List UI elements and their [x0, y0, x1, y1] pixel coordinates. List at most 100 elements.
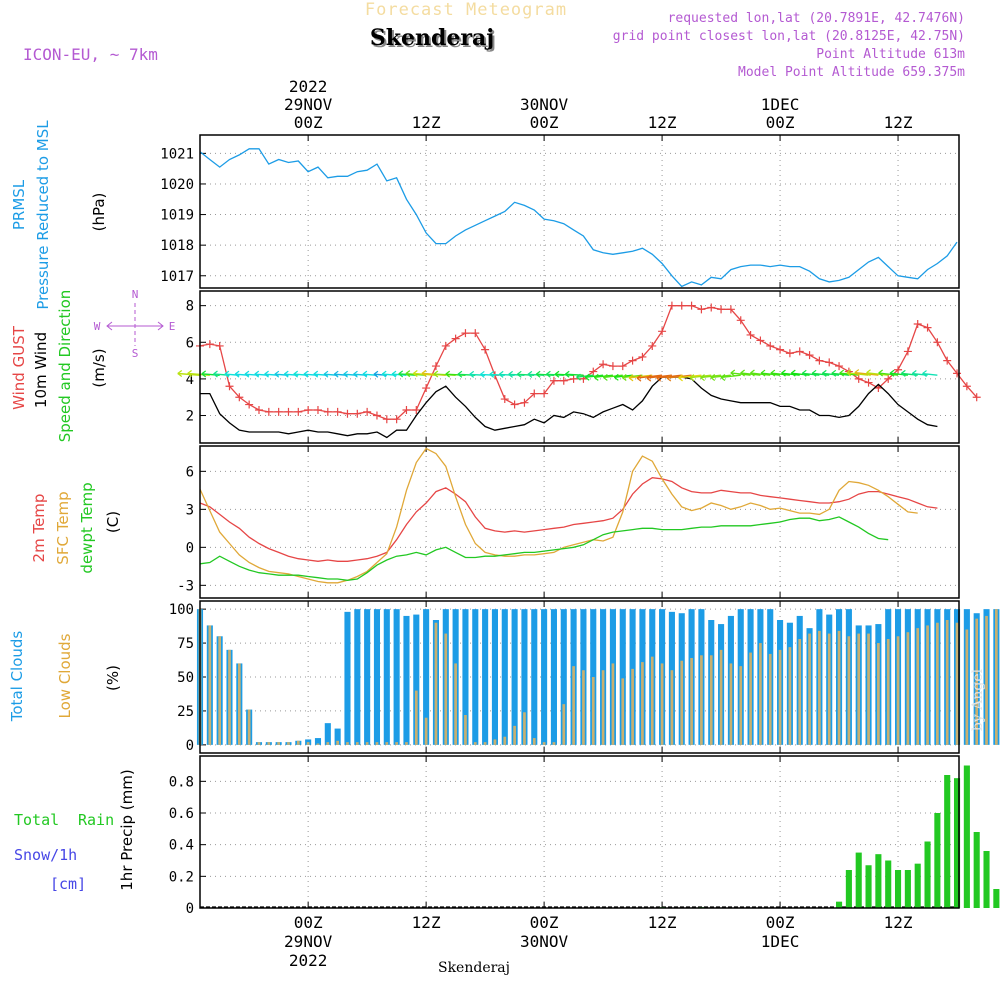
- requested-coords: requested lon,lat (20.7891E, 42.7476N): [668, 11, 965, 26]
- rain-bar: [904, 870, 911, 908]
- gust-point: [726, 305, 735, 314]
- wind-arrow-head: [421, 369, 427, 377]
- total-cloud-bar: [511, 609, 518, 745]
- wind-arrow-head: [457, 370, 463, 378]
- wind-arrow-head: [546, 370, 551, 378]
- wind-arrow-head: [564, 370, 570, 378]
- gust-point: [618, 362, 627, 371]
- low-cloud-bar: [414, 690, 418, 745]
- low-cloud-bar: [257, 742, 261, 745]
- low-cloud-bar: [857, 633, 861, 745]
- year-label-top: 2022: [289, 77, 328, 96]
- wind-arrow-head: [666, 374, 672, 382]
- wind-arrow-head: [576, 373, 581, 381]
- low-cloud-bar: [267, 742, 271, 745]
- total-rain-label: Total: [14, 811, 59, 829]
- gust-point: [943, 356, 952, 365]
- low-cloud-bar: [768, 653, 772, 745]
- gust-point: [549, 376, 558, 385]
- wind-arrow-head: [254, 370, 260, 378]
- wind-arrow: [373, 373, 387, 376]
- low-cloud-bar: [778, 649, 782, 745]
- wind-arrow: [791, 372, 810, 376]
- gust-point: [215, 341, 224, 350]
- ytick-label: 8: [186, 299, 194, 315]
- gust-point: [323, 407, 332, 416]
- time-label-top: 00Z: [766, 113, 795, 132]
- total-cloud-bar: [314, 738, 322, 745]
- low-cloud-bar: [582, 670, 585, 745]
- gust-point: [353, 409, 362, 418]
- wind-arrow-head: [343, 370, 349, 378]
- low-cloud-bar: [877, 643, 880, 745]
- low-cloud-bar: [336, 740, 339, 745]
- rain-bar: [845, 870, 852, 908]
- wind-arrow-head: [283, 370, 289, 378]
- gust-point: [205, 340, 214, 349]
- wind-arrow-head: [760, 369, 766, 377]
- sfc-label: SFC Temp: [54, 491, 72, 564]
- wind-arrow: [720, 374, 741, 379]
- wind-arrow-head: [244, 370, 250, 378]
- low-cloud-bar: [513, 725, 516, 745]
- gust-point: [628, 356, 637, 365]
- wind-arrow-head: [213, 370, 218, 378]
- ytick-label: 0: [186, 540, 194, 556]
- wind-arrow-head: [498, 370, 504, 378]
- rain-bar: [963, 765, 970, 908]
- gust-point: [677, 301, 686, 310]
- wind-arrow-head: [303, 370, 309, 378]
- gust-point: [638, 352, 647, 361]
- wind-arrow-head: [831, 369, 837, 377]
- panel-frame: [199, 755, 960, 909]
- wind-arrow: [678, 374, 702, 379]
- total-cloud-bar: [521, 609, 528, 745]
- wind-arrow-head: [621, 374, 627, 382]
- wind-arrow: [802, 372, 820, 376]
- gust-point: [520, 398, 529, 407]
- ytick-label: 0: [186, 901, 194, 917]
- time-label-top: 12Z: [884, 113, 913, 132]
- wind-arrow: [770, 372, 790, 376]
- ytick-label: 1018: [160, 238, 194, 254]
- total-cloud-bar: [423, 609, 430, 745]
- low-cloud-bar: [306, 742, 310, 745]
- low-cloud-bar: [690, 658, 693, 745]
- gust-point: [422, 384, 431, 393]
- gust-point: [697, 305, 706, 314]
- gust-point: [854, 374, 863, 383]
- panel-frame: [199, 445, 960, 599]
- compass-s: S: [132, 347, 139, 360]
- compass-n: N: [132, 288, 139, 301]
- gust-point: [559, 376, 568, 385]
- low-cloud-bar: [837, 630, 841, 745]
- ytick-label: 2: [186, 409, 194, 425]
- wind-arrow-head: [405, 370, 411, 378]
- series-line-dewpt-temp: [199, 516, 889, 581]
- low-cloud-bar: [906, 632, 910, 745]
- pct-label: (%): [104, 665, 122, 691]
- wind-arrow-head: [201, 370, 207, 378]
- gust-point: [687, 301, 696, 310]
- low-cloud-bar: [611, 663, 615, 745]
- year-label-bottom: 2022: [289, 951, 328, 970]
- rain-label: Rain: [78, 811, 114, 829]
- gust-point: [648, 341, 657, 350]
- gust-point: [284, 407, 293, 416]
- low-cloud-bar: [985, 615, 988, 745]
- low-cloud-bar: [385, 742, 389, 745]
- hpa-label: (hPa): [90, 193, 108, 232]
- model-altitude: Model Point Altitude 659.375m: [738, 65, 965, 80]
- location-title-fg: Skenderaj: [370, 25, 494, 51]
- low-cloud-bar: [375, 742, 379, 745]
- ytick-label: 100: [169, 602, 194, 618]
- cm-label: [cm]: [50, 875, 86, 893]
- wind-arrow: [628, 374, 653, 379]
- wind-arrow-head: [593, 373, 599, 381]
- wind-arrow: [822, 372, 840, 376]
- low-cloud-bar: [532, 738, 536, 745]
- ytick-label: 6: [186, 464, 194, 480]
- gust-point: [225, 382, 234, 391]
- gust-point: [717, 305, 726, 314]
- wind-dir-label: Speed and Direction: [56, 290, 74, 443]
